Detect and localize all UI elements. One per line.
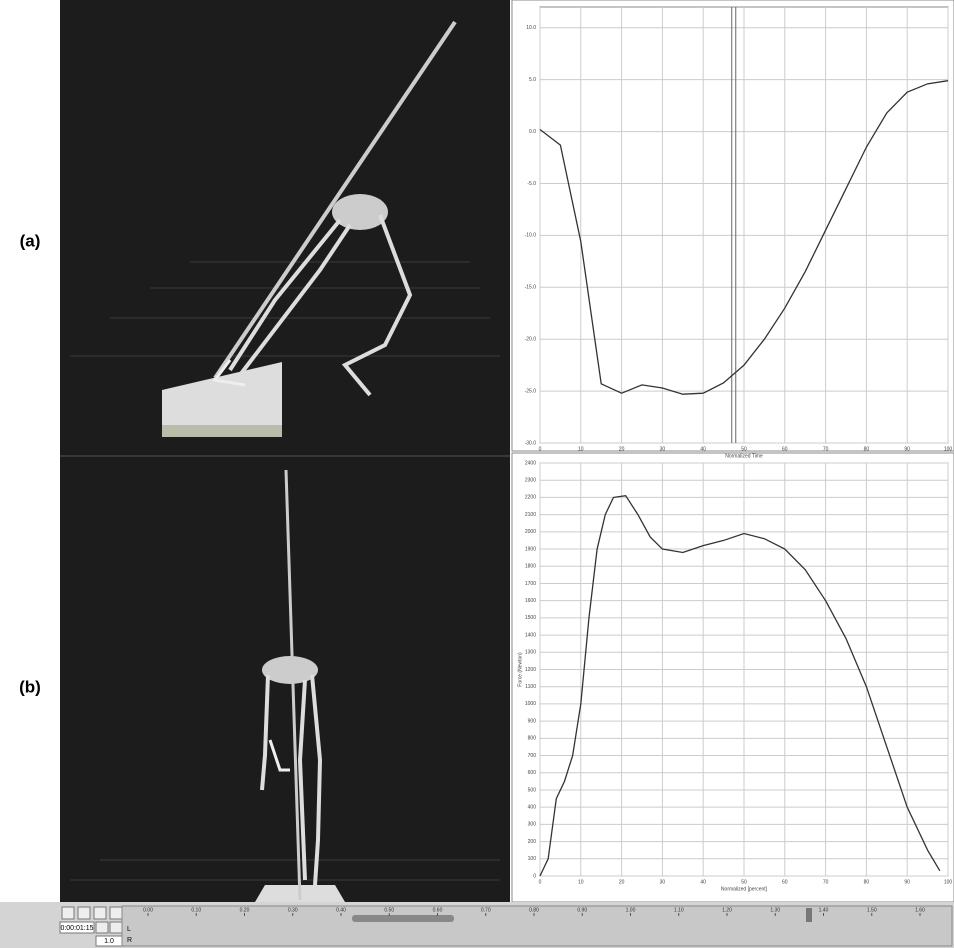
playhead[interactable] [806,908,812,922]
y-tick-label: 1600 [525,598,536,604]
speed-value: 1.0 [104,938,114,945]
y-tick-label: 600 [528,770,537,776]
timeline-tick-label: 0.30 [288,907,298,913]
y-tick-label: 2200 [525,495,536,501]
x-tick-label: 90 [904,446,910,452]
x-tick-label: 80 [864,446,870,452]
button[interactable] [96,922,108,933]
button[interactable] [110,907,122,919]
timeline-tick-label: 0.20 [240,907,250,913]
y-tick-label: 2000 [525,529,536,535]
y-tick-label: 500 [528,787,537,793]
y-tick-label: 1100 [525,684,536,690]
x-tick-label: 40 [700,879,706,885]
row-label: L [127,926,131,933]
x-tick-label: 10 [578,879,584,885]
panel-label: (a) [20,231,41,250]
y-tick-label: -30.0 [525,440,537,446]
button[interactable] [94,907,106,919]
x-tick-label: 90 [904,879,910,885]
y-tick-label: 2400 [525,460,536,466]
x-tick-label: 80 [864,879,870,885]
timeline-tick-label: 0.80 [529,907,539,913]
timeline-tick-label: 1.00 [626,907,636,913]
time-value: 0:00:01:15 [60,925,93,932]
y-tick-label: -5.0 [527,181,536,187]
x-tick-label: 20 [619,879,625,885]
timeline-tick-label: 1.20 [722,907,732,913]
timeline-tick-label: 1.10 [674,907,684,913]
x-tick-label: 100 [944,879,953,885]
y-tick-label: 700 [528,753,537,759]
timeline-tick-label: 0.70 [481,907,491,913]
viewport [60,0,510,902]
y-axis-label: Force (Newton) [517,652,523,687]
panel-label: (b) [19,677,41,696]
y-tick-label: 1000 [525,701,536,707]
x-tick-label: 0 [539,446,542,452]
y-tick-label: 0.0 [529,129,536,135]
x-tick-label: 60 [782,446,788,452]
y-tick-label: 1500 [525,615,536,621]
timeline-tick-label: 1.40 [819,907,829,913]
y-tick-label: 1400 [525,632,536,638]
y-tick-label: -10.0 [525,233,537,239]
y-tick-label: 2100 [525,512,536,518]
timeline-tick-label: 0.50 [384,907,394,913]
x-tick-label: 30 [660,446,666,452]
y-tick-label: -20.0 [525,337,537,343]
x-tick-label: 50 [741,446,747,452]
y-tick-label: 1800 [525,564,536,570]
x-tick-label: 50 [741,879,747,885]
y-tick-label: 1200 [525,667,536,673]
y-tick-label: 100 [528,856,537,862]
timeline-tick-label: 0.60 [433,907,443,913]
y-tick-label: 800 [528,736,537,742]
y-tick-label: 1700 [525,581,536,587]
x-tick-label: 70 [823,446,829,452]
x-axis-label: Normalized [percent] [721,886,768,892]
y-tick-label: 900 [528,718,537,724]
y-tick-label: 200 [528,839,537,845]
y-tick-label: 400 [528,804,537,810]
timeline-tick-label: 0.40 [336,907,346,913]
y-tick-label: 0 [533,873,536,879]
screenshot: (a) (b) 0:00:01:15 1.0 L R -30.0 [0,0,954,948]
button[interactable] [110,922,122,933]
y-tick-label: -15.0 [525,285,537,291]
x-tick-label: 10 [578,446,584,452]
x-tick-label: 40 [700,446,706,452]
timeline-tick-label: 1.50 [867,907,877,913]
x-tick-label: 100 [944,446,953,452]
x-tick-label: 30 [660,879,666,885]
timeline-tick-label: 0.00 [143,907,153,913]
y-tick-label: -25.0 [525,388,537,394]
y-tick-label: 2300 [525,478,536,484]
x-tick-label: 70 [823,879,829,885]
x-tick-label: 60 [782,879,788,885]
timeline-tick-label: 0.90 [577,907,587,913]
button[interactable] [62,907,74,919]
y-tick-label: 10.0 [526,25,536,31]
y-tick-label: 5.0 [529,77,536,83]
row-label: R [127,937,132,944]
x-tick-label: 0 [539,879,542,885]
page: (a) (b) 0:00:01:15 1.0 L R -30.0 [0,0,954,948]
timeline-tick-label: 1.60 [915,907,925,913]
y-tick-label: 1300 [525,650,536,656]
x-axis-label: Normalized Time [725,453,763,459]
range-slider[interactable] [352,915,454,922]
x-tick-label: 20 [619,446,625,452]
timeline-tick-label: 0.10 [191,907,201,913]
timeline-tick-label: 1.30 [770,907,780,913]
y-tick-label: 300 [528,822,537,828]
button[interactable] [78,907,90,919]
y-tick-label: 1900 [525,546,536,552]
